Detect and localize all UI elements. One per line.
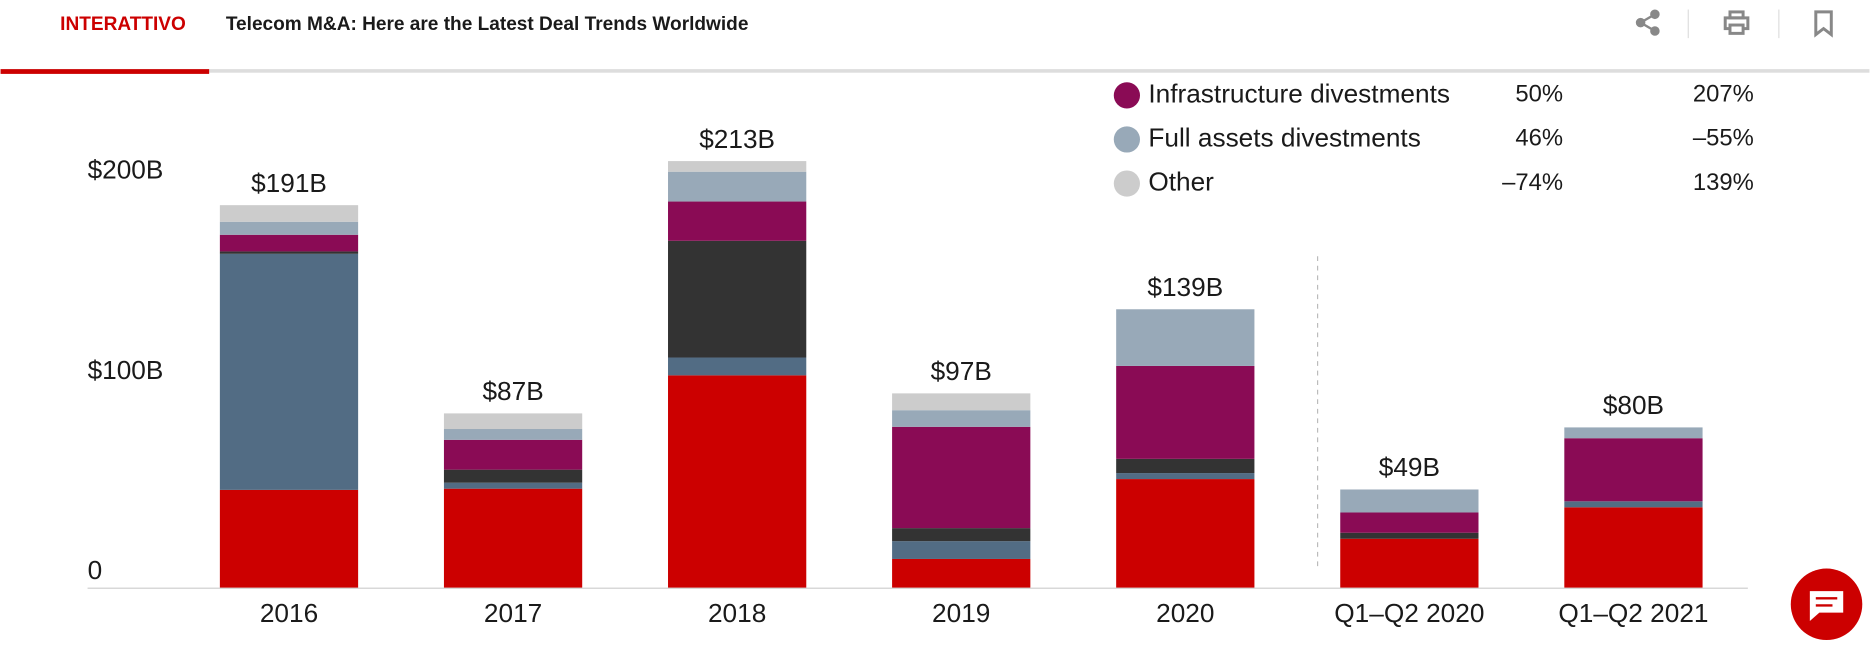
bar-segment [668, 161, 807, 172]
bar-segment [892, 393, 1031, 411]
x-tick-label: Q1–Q2 2021 [1558, 598, 1708, 628]
bar-segment [1116, 365, 1255, 459]
bar-segment [219, 234, 359, 252]
bar-segment [443, 429, 583, 440]
y-tick-label: $100B [88, 355, 164, 385]
x-tick-label: Q1–Q2 2020 [1334, 598, 1484, 628]
bar-segment [892, 541, 1031, 559]
bar-segment [1340, 538, 1479, 588]
tag: INTERATTIVO [60, 14, 186, 35]
bar-segment [892, 410, 1031, 427]
x-tick-label: 2019 [932, 598, 990, 628]
print-icon[interactable] [1723, 10, 1750, 35]
total-label: $49B [1379, 452, 1440, 482]
legend-swatch [1113, 82, 1141, 109]
total-label: $87B [482, 376, 543, 406]
chat-button[interactable] [1790, 568, 1863, 641]
x-tick-label: 2020 [1156, 598, 1214, 628]
total-label: $213B [699, 124, 775, 154]
bar-segment [1564, 507, 1703, 588]
bar-segment [668, 357, 807, 376]
x-tick-label: 2017 [484, 598, 542, 628]
bar-segment [668, 201, 807, 241]
x-tick-label: 2018 [708, 598, 766, 628]
bookmark-icon[interactable] [1814, 10, 1833, 38]
total-label: $139B [1147, 272, 1223, 302]
bar-segment [443, 482, 583, 489]
legend-change: 207% [1693, 81, 1754, 108]
header-rule [0, 69, 1870, 73]
share-icon[interactable] [1635, 9, 1660, 36]
bar-segment [219, 253, 359, 490]
total-label: $191B [251, 168, 327, 198]
bar-segment [668, 375, 807, 588]
bar-segment [668, 240, 807, 358]
y-tick-label: 0 [88, 555, 103, 585]
bar-segment [1116, 473, 1255, 480]
bar-segment [1116, 479, 1255, 588]
bar-segment [443, 469, 583, 483]
legend-change: –74% [1502, 169, 1563, 196]
legend-swatch [1113, 126, 1141, 153]
y-tick-label: $200B [88, 155, 164, 185]
bar-segment [219, 489, 359, 588]
legend-label: Infrastructure divestments [1148, 78, 1450, 108]
legend-label: Full assets divestments [1148, 122, 1420, 152]
bar-segment [1564, 427, 1703, 439]
bar-segment [219, 205, 359, 222]
page-title: Telecom M&A: Here are the Latest Deal Tr… [226, 14, 749, 35]
x-tick-label: 2016 [260, 598, 318, 628]
bar-segment [892, 528, 1031, 542]
legend-change: –55% [1693, 125, 1754, 152]
bar-segment [219, 251, 359, 254]
legend-swatch [1113, 170, 1141, 197]
bar-segment [1116, 309, 1255, 366]
bar-segment [1340, 489, 1479, 513]
total-label: $80B [1603, 390, 1664, 420]
legend-label: Other [1148, 166, 1214, 196]
bar-segment [1340, 512, 1479, 533]
bar-segment [443, 413, 583, 430]
bar-segment [443, 488, 583, 588]
legend-change: 46% [1515, 125, 1563, 152]
bar-segment [668, 171, 807, 202]
bar-segment [1116, 458, 1255, 474]
bar-segment [219, 221, 359, 235]
bar-segment [1564, 438, 1703, 502]
bar-segment [892, 558, 1031, 588]
legend-change: 139% [1693, 169, 1754, 196]
bar-segment [1564, 501, 1703, 508]
header-accent [0, 69, 210, 74]
total-label: $97B [931, 356, 992, 386]
bar-segment [892, 426, 1031, 529]
bar-segment [443, 439, 583, 470]
legend-change: 50% [1515, 81, 1563, 108]
bar-segment [1340, 532, 1479, 539]
